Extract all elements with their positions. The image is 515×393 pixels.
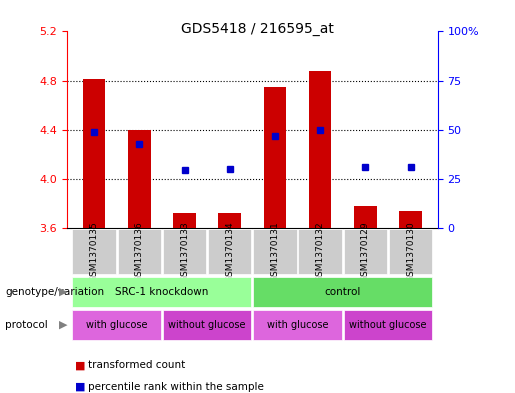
Text: with glucose: with glucose (86, 320, 147, 330)
Text: control: control (324, 287, 361, 297)
FancyBboxPatch shape (253, 277, 432, 307)
FancyBboxPatch shape (208, 229, 251, 274)
Text: ▶: ▶ (59, 286, 68, 297)
FancyBboxPatch shape (253, 310, 342, 340)
FancyBboxPatch shape (389, 229, 432, 274)
Text: GSM1370132: GSM1370132 (316, 221, 324, 282)
Bar (128, 130, 150, 228)
FancyBboxPatch shape (253, 229, 297, 274)
Bar (218, 213, 241, 228)
FancyBboxPatch shape (73, 229, 116, 274)
Text: SRC-1 knockdown: SRC-1 knockdown (115, 287, 209, 297)
Bar (83, 79, 106, 228)
Text: GSM1370130: GSM1370130 (406, 221, 415, 282)
Text: GSM1370131: GSM1370131 (270, 221, 280, 282)
Text: GSM1370135: GSM1370135 (90, 221, 98, 282)
Text: without glucose: without glucose (168, 320, 246, 330)
FancyBboxPatch shape (299, 229, 342, 274)
Bar (309, 71, 332, 228)
Bar (264, 87, 286, 228)
FancyBboxPatch shape (117, 229, 161, 274)
Text: genotype/variation: genotype/variation (5, 286, 104, 297)
Text: GDS5418 / 216595_at: GDS5418 / 216595_at (181, 22, 334, 36)
FancyBboxPatch shape (344, 229, 387, 274)
Bar (399, 211, 422, 228)
Bar (354, 206, 376, 228)
Text: ■: ■ (75, 360, 85, 371)
Text: without glucose: without glucose (349, 320, 427, 330)
Text: GSM1370134: GSM1370134 (225, 221, 234, 282)
Text: protocol: protocol (5, 320, 48, 330)
FancyBboxPatch shape (163, 310, 251, 340)
Text: GSM1370129: GSM1370129 (361, 221, 370, 282)
FancyBboxPatch shape (163, 229, 206, 274)
Text: percentile rank within the sample: percentile rank within the sample (88, 382, 264, 392)
FancyBboxPatch shape (73, 277, 251, 307)
Text: with glucose: with glucose (267, 320, 329, 330)
Text: ■: ■ (75, 382, 85, 392)
Text: GSM1370133: GSM1370133 (180, 221, 189, 282)
FancyBboxPatch shape (344, 310, 432, 340)
Text: transformed count: transformed count (88, 360, 185, 371)
Text: ▶: ▶ (59, 320, 68, 330)
Bar (173, 213, 196, 228)
FancyBboxPatch shape (73, 310, 161, 340)
Text: GSM1370136: GSM1370136 (135, 221, 144, 282)
